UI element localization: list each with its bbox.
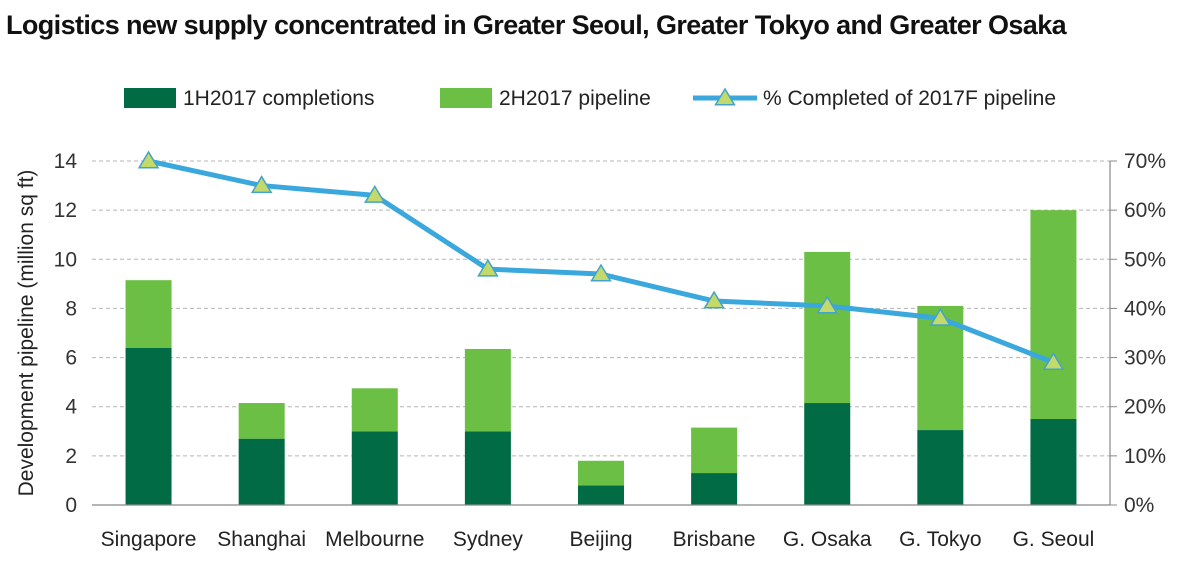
- y-axis-title: Development pipeline (million sq ft): [15, 170, 38, 497]
- bar-1h2017-completions: [464, 431, 511, 505]
- bars: [125, 210, 1077, 505]
- bar-2h2017-pipeline: [238, 403, 285, 439]
- tick-labels: 0 2 4 6 8 10 12 14 0% 10% 20% 30% 40% 50% 60% 70%: [54, 150, 1166, 517]
- percent-point-marker: [477, 258, 499, 277]
- percent-point-marker: [137, 150, 160, 169]
- bar-2h2017-pipeline: [691, 427, 738, 474]
- y-tick-label: 6: [65, 347, 77, 370]
- percent-point-marker: [1042, 352, 1065, 370]
- bar-1h2017-completions: [578, 485, 624, 505]
- chart-title: Logistics new supply concentrated in Gre…: [6, 10, 1067, 40]
- bar-2h2017-pipeline: [1030, 210, 1077, 419]
- y2-tick-label: 30%: [1124, 347, 1166, 370]
- category-label: Shanghai: [217, 528, 306, 551]
- bar-2h2017-pipeline: [351, 388, 398, 432]
- bar-2h2017-pipeline: [125, 280, 172, 348]
- y2-tick-label: 20%: [1124, 396, 1166, 419]
- bar-2h2017-pipeline: [464, 348, 511, 432]
- percent-point-marker: [364, 184, 386, 203]
- bar-1h2017-completions: [917, 430, 964, 505]
- legend-swatch-1h2017: [124, 88, 176, 108]
- bar-1h2017-completions: [691, 473, 738, 505]
- axes: [92, 160, 1117, 506]
- legend-label-percent: % Completed of 2017F pipeline: [763, 87, 1056, 110]
- legend-label-1h2017: 1H2017 completions: [183, 87, 374, 110]
- y2-tick-label: 10%: [1124, 445, 1166, 468]
- y-tick-label: 12: [54, 199, 77, 222]
- category-label: Beijing: [569, 528, 632, 551]
- category-label: Sydney: [453, 528, 524, 551]
- bar-2h2017-pipeline: [804, 251, 851, 404]
- category-label: G. Osaka: [783, 528, 872, 551]
- bar-1h2017-completions: [804, 403, 851, 505]
- percent-point-marker: [816, 295, 838, 314]
- legend-marker-percent: [714, 87, 736, 106]
- category-labels: Singapore Shanghai Melbourne Sydney Beijing B…: [101, 528, 1095, 551]
- category-label: G. Seoul: [1013, 528, 1095, 551]
- y2-tick-label: 40%: [1124, 297, 1166, 320]
- percent-point-marker: [703, 290, 725, 309]
- percent-point-marker: [250, 175, 273, 194]
- y2-tick-label: 50%: [1124, 248, 1166, 271]
- y2-tick-label: 70%: [1124, 150, 1166, 173]
- legend: 1H2017 completions 2H2017 pipeline % Compl…: [124, 87, 1056, 110]
- percent-line: [137, 150, 1065, 370]
- y-tick-label: 10: [54, 248, 77, 271]
- percent-point-marker: [929, 307, 952, 326]
- category-label: Melbourne: [325, 528, 424, 551]
- y2-tick-label: 0%: [1124, 494, 1154, 517]
- y-tick-label: 2: [65, 445, 77, 468]
- percent-point-marker: [590, 263, 612, 282]
- bar-1h2017-completions: [351, 431, 398, 505]
- legend-swatch-2h2017: [440, 88, 492, 108]
- y-tick-label: 4: [65, 396, 77, 419]
- y-tick-label: 0: [65, 494, 77, 517]
- bar-1h2017-completions: [238, 438, 285, 505]
- y-tick-label: 14: [54, 150, 78, 173]
- category-label: Singapore: [101, 528, 197, 551]
- y2-tick-label: 60%: [1124, 199, 1166, 222]
- bar-2h2017-pipeline: [578, 460, 624, 486]
- category-label: G. Tokyo: [899, 528, 981, 551]
- bar-1h2017-completions: [125, 347, 172, 505]
- y-tick-label: 8: [65, 297, 77, 320]
- bar-1h2017-completions: [1030, 419, 1077, 505]
- legend-label-2h2017: 2H2017 pipeline: [499, 87, 651, 110]
- category-label: Brisbane: [673, 528, 756, 551]
